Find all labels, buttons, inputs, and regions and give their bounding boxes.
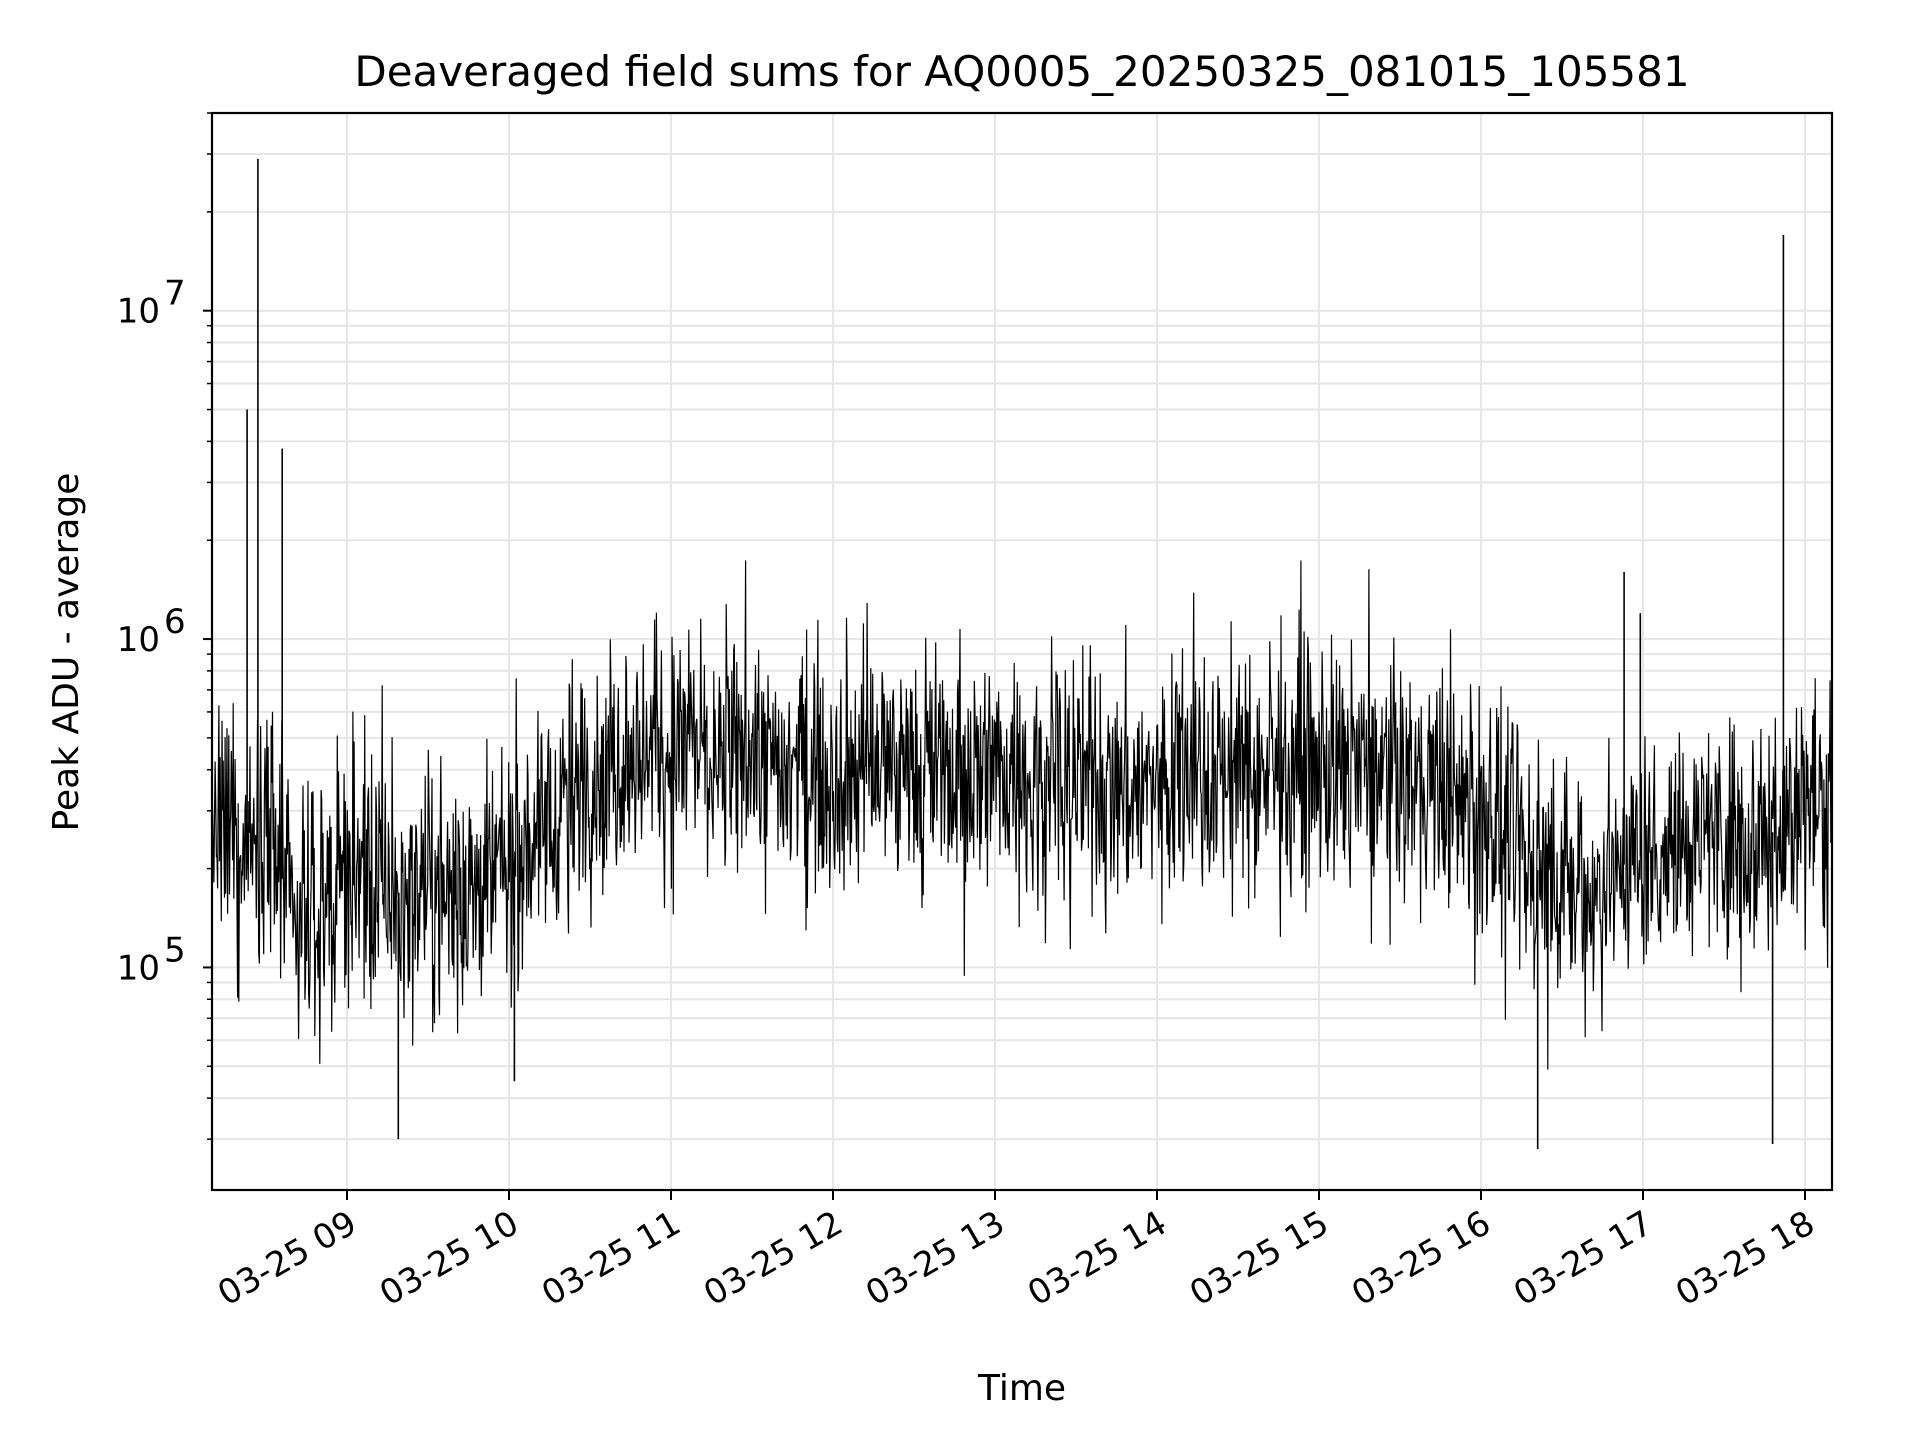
y-tick-exponent: 6 (164, 602, 186, 642)
y-tick-label: 10 (117, 292, 160, 332)
y-tick-exponent: 5 (164, 930, 186, 970)
plot-frame (210, 111, 1834, 1192)
x-axis-label: Time (977, 1368, 1066, 1409)
x-tick-label: 03-25 16 (1345, 1203, 1497, 1314)
x-tick-label: 03-25 11 (535, 1203, 687, 1314)
y-tick-label: 10 (117, 620, 160, 660)
x-tick-label: 03-25 12 (697, 1203, 849, 1314)
y-tick-label: 10 (117, 948, 160, 988)
series-line (211, 560, 1833, 1070)
x-tick-label: 03-25 18 (1669, 1203, 1821, 1314)
grid-layer (212, 112, 1832, 1190)
x-tick-label: 03-25 13 (859, 1203, 1011, 1314)
y-tick-exponent: 7 (164, 274, 186, 314)
series-layer (211, 158, 1833, 1149)
x-tick-label: 03-25 09 (211, 1203, 363, 1314)
x-tick-label: 03-25 10 (373, 1203, 525, 1314)
x-tick-label: 03-25 17 (1507, 1203, 1659, 1314)
x-tick-label: 03-25 15 (1183, 1203, 1335, 1314)
chart-title: Deaveraged field sums for AQ0005_2025032… (354, 47, 1689, 96)
tick-layer: 03-25 09 03-25 10 03-25 11 03-25 12 03-25 13… (117, 112, 1822, 1314)
y-axis-label: Peak ADU - average (46, 473, 87, 832)
x-tick-label: 03-25 14 (1021, 1203, 1173, 1314)
